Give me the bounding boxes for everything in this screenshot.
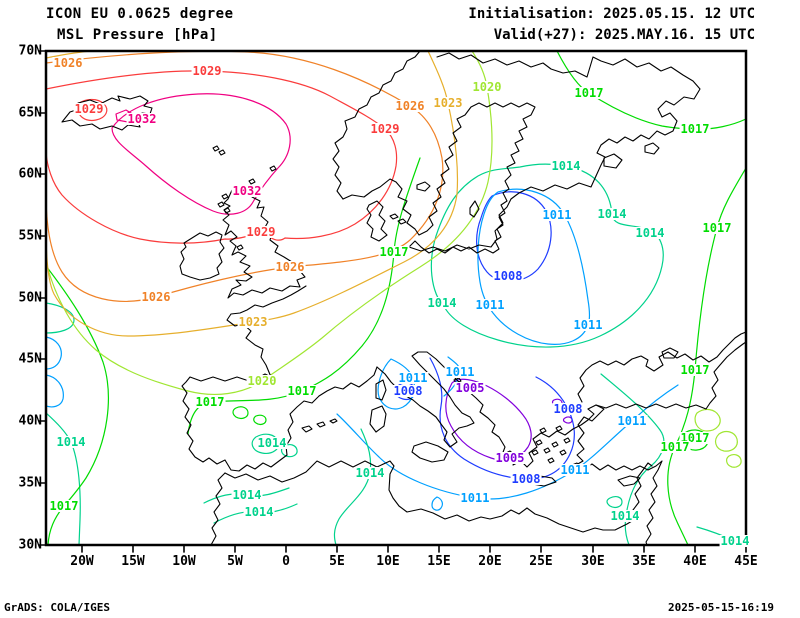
creation-timestamp: 2025-05-15-16:19 [668,601,774,614]
grads-credit: GrADS: COLA/IGES [4,601,110,614]
coastline-segment [329,418,338,424]
coastline-segment [469,200,480,218]
coastline-segment [248,178,256,185]
coastline-segment [218,149,226,156]
contour-group-1023 [46,51,459,337]
contour-group-1032 [111,93,291,215]
coastline-segment [212,145,220,152]
contour-group-1020 [46,51,742,468]
coastline-segment [210,472,226,545]
title-initialisation: Initialisation: 2025.05.15. 12 UTC [468,6,755,22]
title-field: MSL Pressure [hPa] [57,27,218,43]
coastline-segment [389,213,399,220]
coastline-segment [301,425,313,433]
coastline-segment [342,102,597,254]
coastline-segment [366,200,388,242]
coastline-segment [543,447,551,454]
coastline-segment [224,460,653,533]
coastline-segment [375,379,387,401]
coastline-segment [539,427,547,434]
coastline-segment [595,341,746,410]
coastline-segment [376,351,595,468]
coastline-segment [661,347,679,359]
coastline-segment [551,441,559,448]
coastlines [61,51,746,545]
contour-group-1029 [46,70,398,244]
contour-group-1014 [46,163,746,545]
coastline-segment [397,218,407,225]
coastline-segment [436,52,701,177]
contour-group-1005 [445,378,573,461]
coastline-segment [416,181,431,192]
coastline-segment [269,165,277,172]
coastline-segment [332,51,421,200]
coastline-segment [217,201,225,208]
coastline-segment [369,405,387,433]
coastline-segment [555,425,563,432]
coastline-segment [222,186,306,299]
coastline-segment [411,441,449,463]
coastline-segment [603,153,623,169]
coastline-segment [181,285,378,472]
coastline-segment [559,449,567,456]
coastline-segment [221,193,229,200]
coastline-segment [236,244,244,251]
axis-ticks [38,50,747,553]
coastline-segment [61,95,153,131]
coastline-segment [577,331,746,403]
title-valid: Valid(+27): 2025.MAY.16. 15 UTC [493,27,755,43]
coastline-segment [575,404,663,545]
coastline-segment [179,231,225,281]
coastline-segment [563,437,571,444]
coastline-segment [223,207,231,214]
coastline-segment [531,449,539,456]
coastline-segment [617,475,641,487]
coastline-segment [644,142,660,155]
title-model: ICON EU 0.0625 degree [46,6,234,22]
coastline-segment [547,457,555,464]
coastline-segment [316,421,326,428]
isobar-contours [46,51,746,545]
coastline-segment [535,439,543,446]
